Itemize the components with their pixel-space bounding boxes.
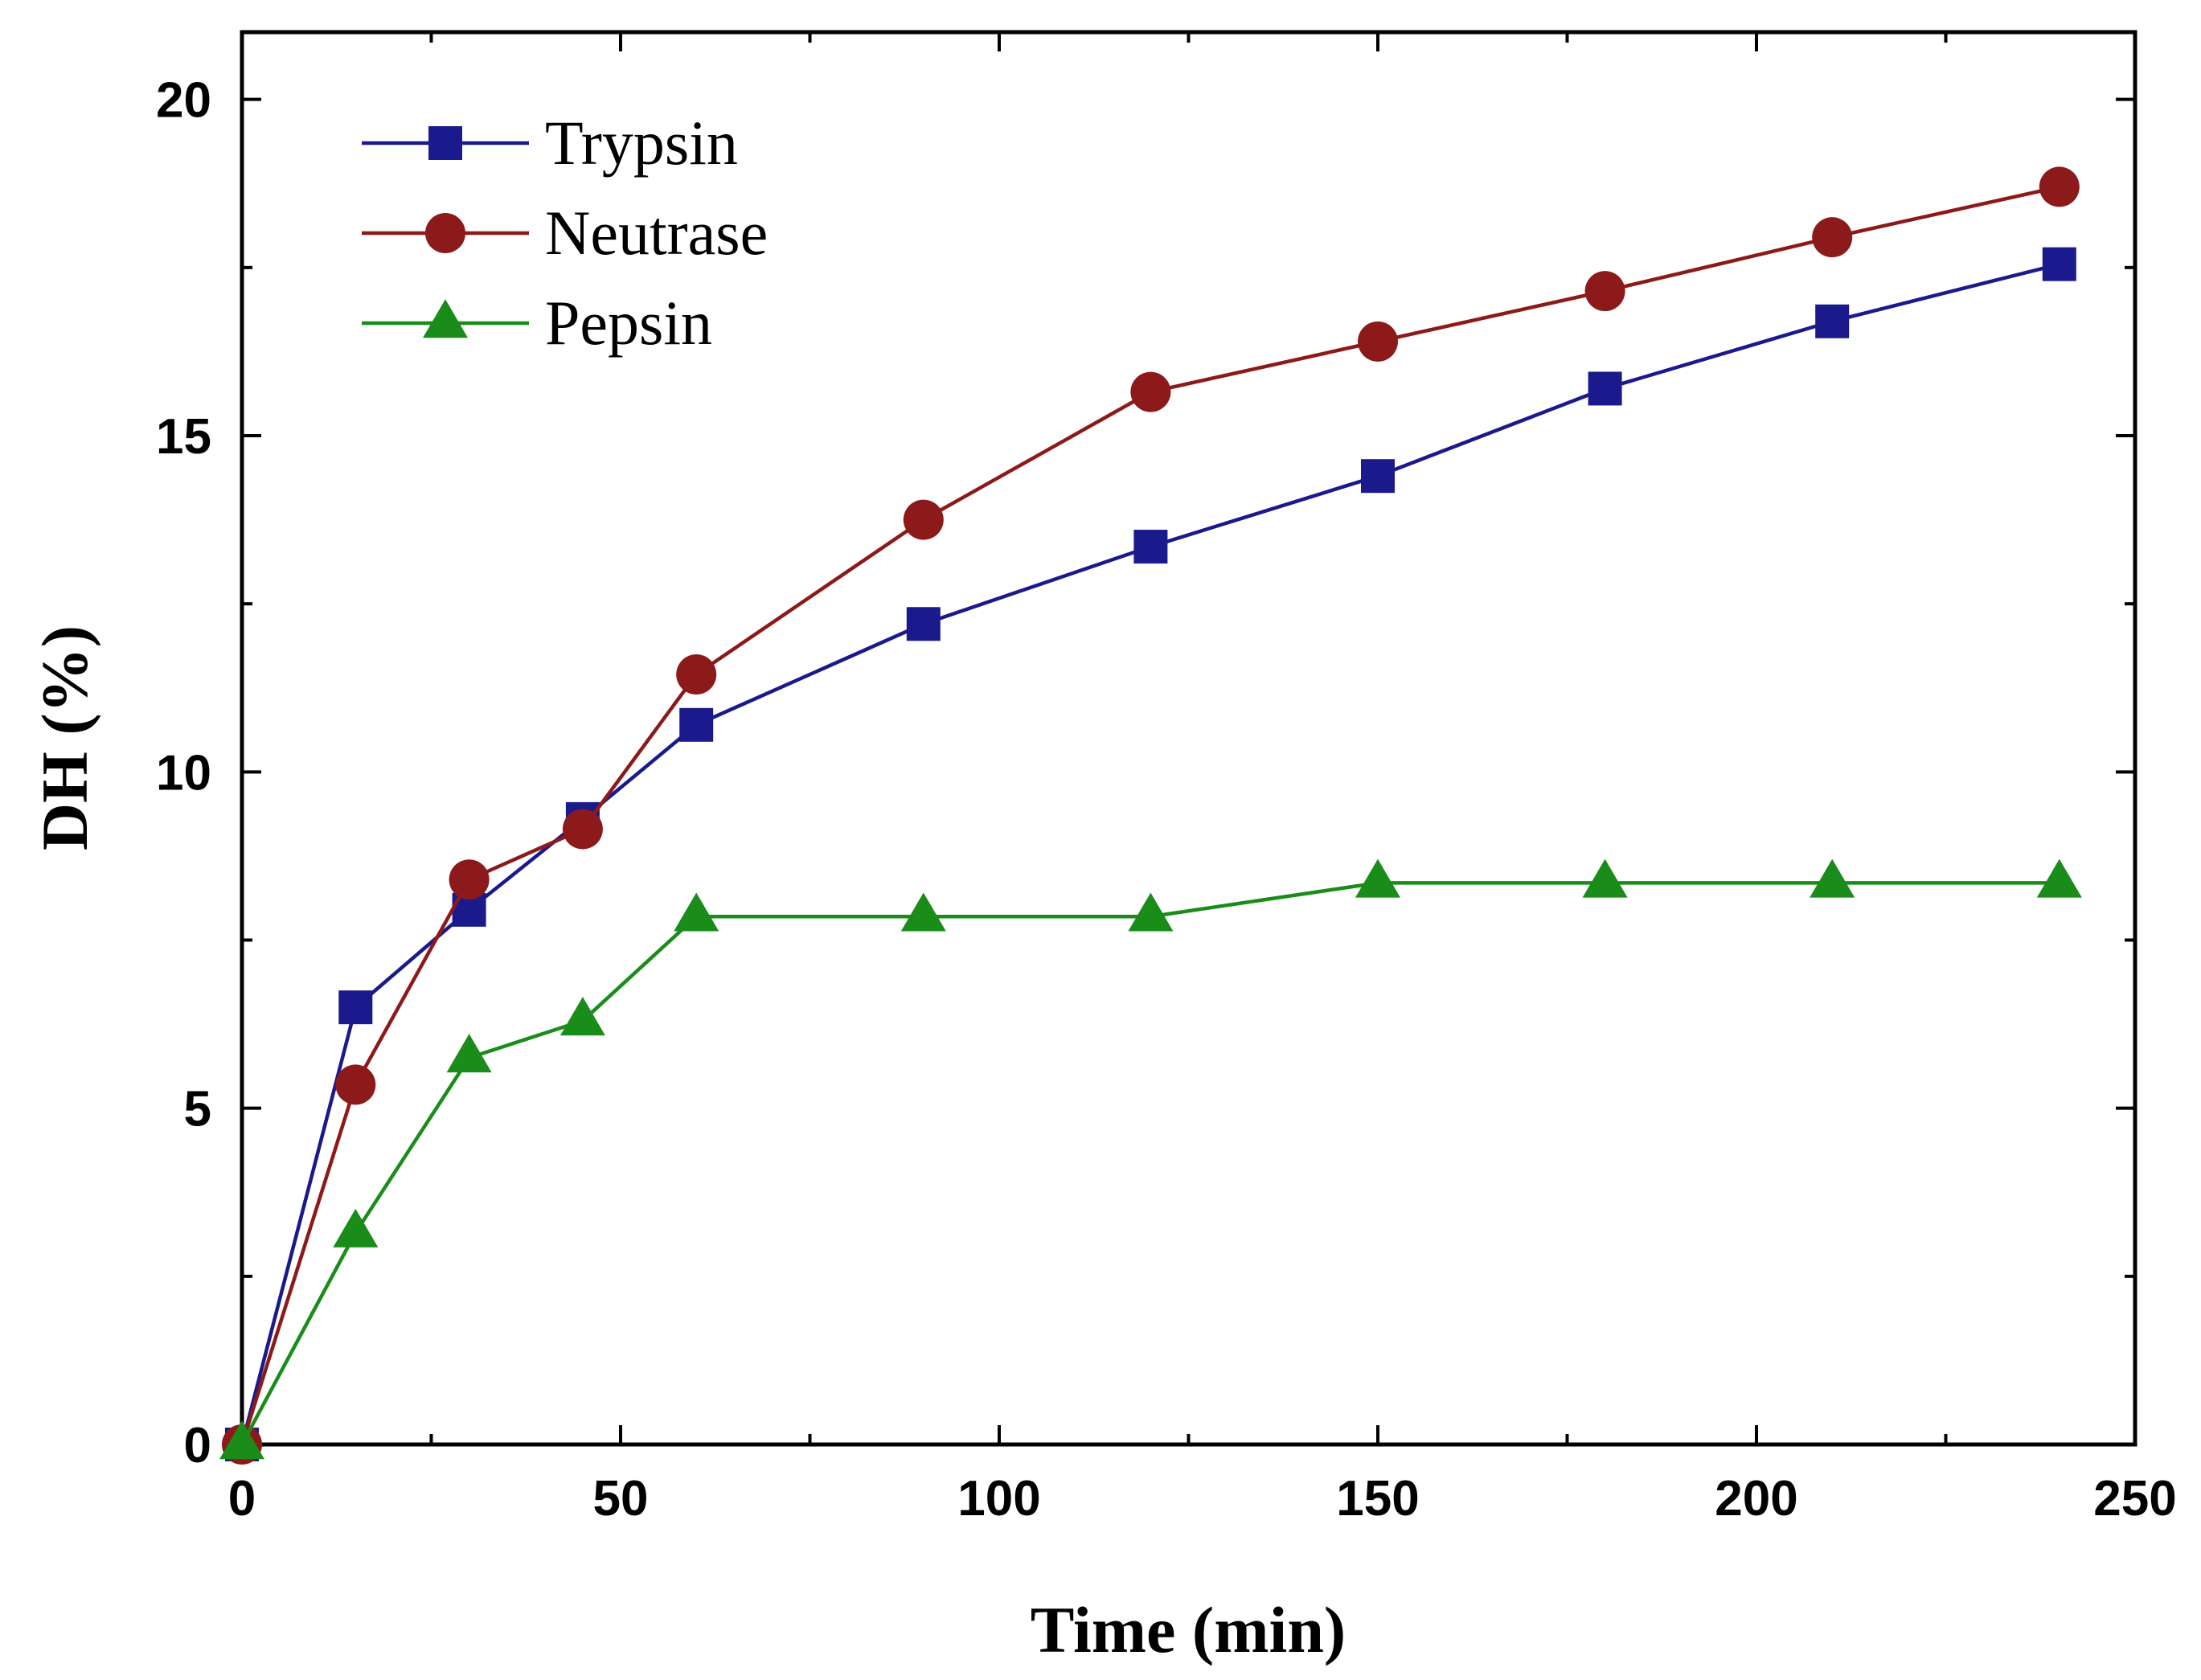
- trypsin-point: [679, 707, 714, 742]
- legend-label-neutrase: Neutrase: [545, 198, 768, 268]
- pepsin-line: [240, 881, 2060, 1446]
- legend-marker-neutrase: [425, 213, 465, 253]
- pepsin-point: [559, 997, 605, 1036]
- legend-label-trypsin: Trypsin: [545, 108, 738, 178]
- pepsin-point: [333, 1208, 379, 1248]
- series-neutrase: [222, 166, 2080, 1465]
- series-trypsin: [225, 247, 2076, 1461]
- neutrase-point: [1584, 271, 1625, 312]
- series-pepsin: [219, 858, 2082, 1460]
- y-tick-label: 10: [156, 745, 211, 801]
- trypsin-point: [1588, 371, 1622, 406]
- x-tick-label: 50: [593, 1471, 649, 1526]
- neutrase-point: [562, 809, 603, 850]
- y-tick-label: 0: [184, 1418, 211, 1473]
- y-axis-title: DH (%): [28, 625, 101, 850]
- y-tick-label: 20: [156, 73, 211, 129]
- trypsin-point: [1133, 530, 1168, 564]
- trypsin-point: [1361, 459, 1395, 494]
- legend-marker-trypsin: [428, 126, 462, 160]
- pepsin-point: [674, 892, 719, 932]
- legend-item-pepsin: Pepsin: [362, 288, 712, 358]
- trypsin-line: [240, 262, 2060, 1445]
- pepsin-point: [1582, 858, 1628, 898]
- pepsin-point: [1355, 858, 1400, 898]
- neutrase-point: [335, 1064, 376, 1105]
- trypsin-point: [906, 607, 941, 641]
- x-tick-label: 0: [228, 1471, 256, 1526]
- trypsin-point: [2042, 247, 2076, 281]
- neutrase-point: [1130, 371, 1171, 412]
- x-tick-label: 150: [1336, 1471, 1419, 1526]
- neutrase-point: [1812, 217, 1853, 258]
- trypsin-point: [1815, 304, 1850, 338]
- x-tick-label: 200: [1715, 1471, 1797, 1526]
- x-tick-label: 250: [2093, 1471, 2176, 1526]
- y-tick-label: 5: [184, 1082, 211, 1137]
- neutrase-point: [676, 654, 717, 695]
- legend: Trypsin Neutrase Pepsin: [362, 108, 768, 358]
- y-tick-label: 15: [156, 409, 211, 465]
- pepsin-point: [446, 1034, 492, 1073]
- legend-marker-pepsin: [423, 299, 468, 338]
- legend-item-neutrase: Neutrase: [362, 198, 768, 268]
- legend-item-trypsin: Trypsin: [362, 108, 738, 178]
- pepsin-point: [219, 1420, 264, 1460]
- pepsin-point: [2036, 858, 2082, 898]
- neutrase-point: [2039, 166, 2080, 207]
- x-axis-title: Time (min): [1031, 1593, 1346, 1666]
- neutrase-point: [1358, 321, 1398, 362]
- pepsin-point: [1810, 858, 1855, 898]
- neutrase-point: [903, 499, 944, 540]
- legend-label-pepsin: Pepsin: [545, 288, 712, 358]
- axis-ticks: 0 50 100 150 200 250 0 5 10 15 20: [156, 32, 2177, 1526]
- pepsin-point: [900, 892, 946, 932]
- trypsin-point: [338, 990, 373, 1025]
- x-tick-label: 100: [957, 1471, 1040, 1526]
- neutrase-point: [449, 859, 490, 900]
- series-layer: [219, 166, 2082, 1465]
- pepsin-point: [1128, 892, 1174, 932]
